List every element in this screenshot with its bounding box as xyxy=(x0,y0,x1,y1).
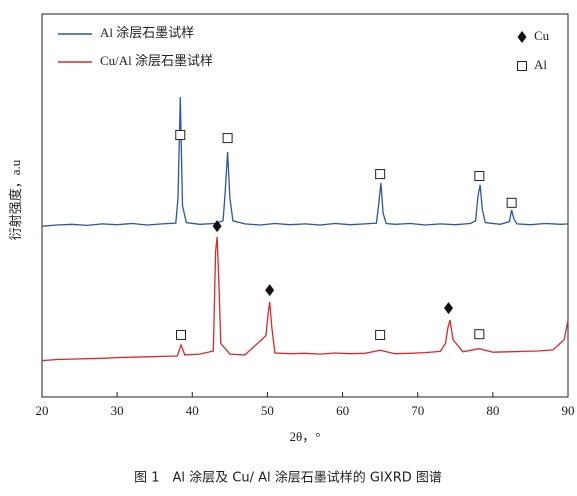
legend-label: Cu xyxy=(534,28,550,43)
marker-square xyxy=(474,171,485,182)
x-tick-label: 30 xyxy=(111,403,124,418)
marker-diamond xyxy=(265,284,275,297)
plot-frame xyxy=(41,13,569,398)
x-tick-label: 90 xyxy=(562,403,575,418)
marker-square xyxy=(517,61,527,71)
series-line xyxy=(41,97,569,227)
marker-diamond xyxy=(517,31,527,43)
marker-square xyxy=(176,329,187,340)
x-tick-label: 50 xyxy=(261,403,274,418)
caption: 图 1 Al 涂层及 Cu/ Al 涂层石墨试样的 GIXRD 图谱 xyxy=(134,470,442,486)
marker-square xyxy=(375,169,386,180)
marker-square xyxy=(375,329,386,340)
marker-diamond xyxy=(212,220,222,233)
marker-square xyxy=(222,133,233,144)
x-tick-label: 70 xyxy=(411,403,424,418)
x-axis-label: 2θ，° xyxy=(290,429,321,444)
x-tick-label: 60 xyxy=(336,403,349,418)
series-line xyxy=(41,236,569,362)
x-tick-label: 80 xyxy=(486,403,499,418)
y-axis-label: 衍射强度，a.u xyxy=(8,159,23,240)
marker-square xyxy=(474,329,485,340)
legend-label: Al 涂层石墨试样 xyxy=(100,25,194,40)
marker-square xyxy=(506,197,517,208)
marker-square xyxy=(175,130,186,141)
legend-label: Cu/Al 涂层石墨试样 xyxy=(100,53,213,68)
legend-label: Al xyxy=(534,57,547,72)
x-tick-label: 20 xyxy=(36,403,49,418)
marker-diamond xyxy=(444,302,454,315)
x-tick-label: 40 xyxy=(186,403,199,418)
